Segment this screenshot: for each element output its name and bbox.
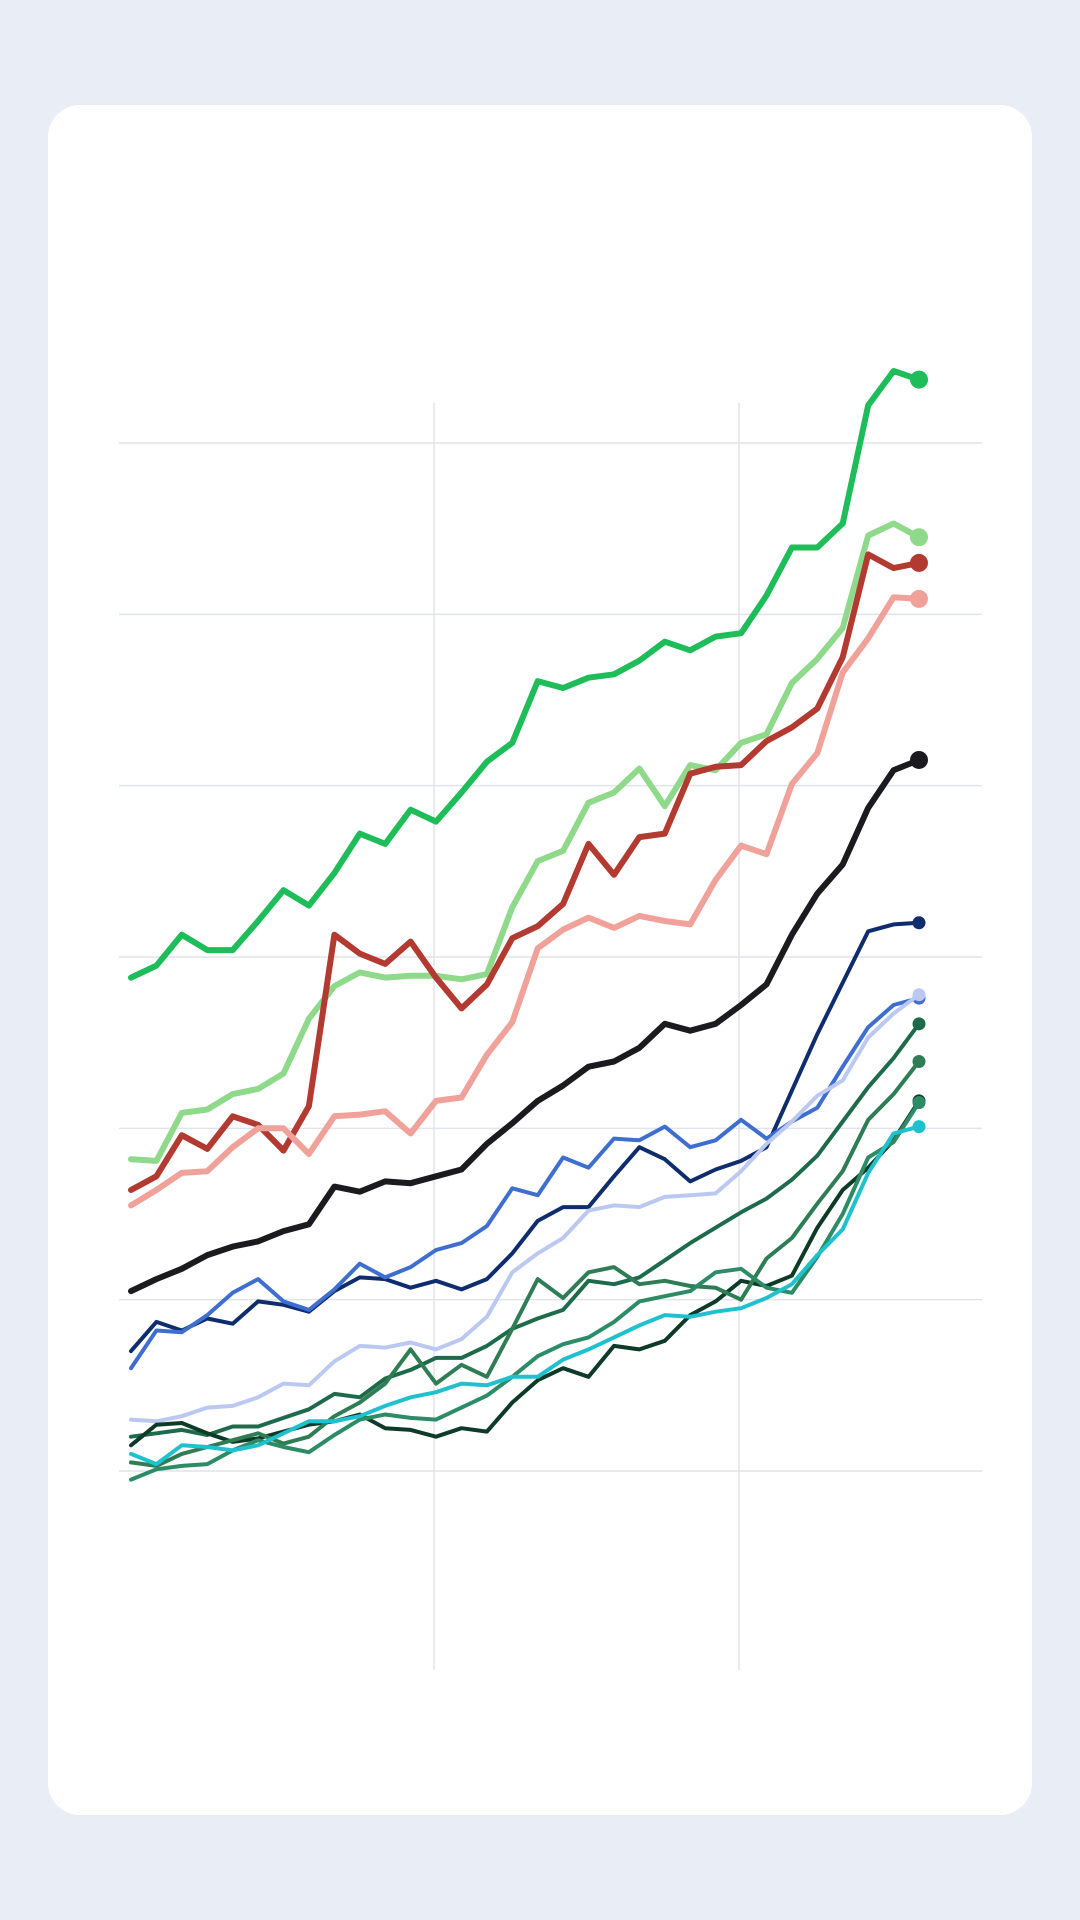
series-line-13 bbox=[129, 1124, 921, 1467]
series-line-6 bbox=[129, 920, 921, 1354]
series-end-marker-5 bbox=[910, 750, 928, 769]
series-line-5 bbox=[128, 757, 922, 1295]
series-line-8 bbox=[129, 992, 921, 1424]
series-end-marker-12 bbox=[912, 1096, 926, 1110]
series-group bbox=[128, 368, 928, 1482]
series-line-2 bbox=[128, 520, 922, 1164]
series-line-11 bbox=[129, 1059, 921, 1468]
series-line-4 bbox=[128, 594, 922, 1209]
series-line-9 bbox=[129, 1021, 921, 1439]
series-end-marker-4 bbox=[910, 589, 928, 608]
series-end-marker-3 bbox=[910, 553, 928, 572]
series-line-1 bbox=[128, 368, 922, 981]
line-chart bbox=[119, 368, 982, 1670]
series-end-marker-11 bbox=[912, 1055, 926, 1069]
series-end-marker-8 bbox=[912, 988, 926, 1002]
series-end-marker-1 bbox=[910, 370, 928, 389]
series-end-marker-2 bbox=[910, 528, 928, 547]
series-line-12 bbox=[129, 1100, 921, 1482]
series-end-marker-6 bbox=[912, 916, 926, 930]
series-line-3 bbox=[128, 551, 922, 1193]
chart-card bbox=[48, 105, 1032, 1815]
series-end-marker-9 bbox=[912, 1017, 926, 1031]
series-end-marker-13 bbox=[912, 1120, 926, 1134]
series-line-7 bbox=[129, 996, 921, 1371]
series-line-10 bbox=[129, 1098, 921, 1448]
